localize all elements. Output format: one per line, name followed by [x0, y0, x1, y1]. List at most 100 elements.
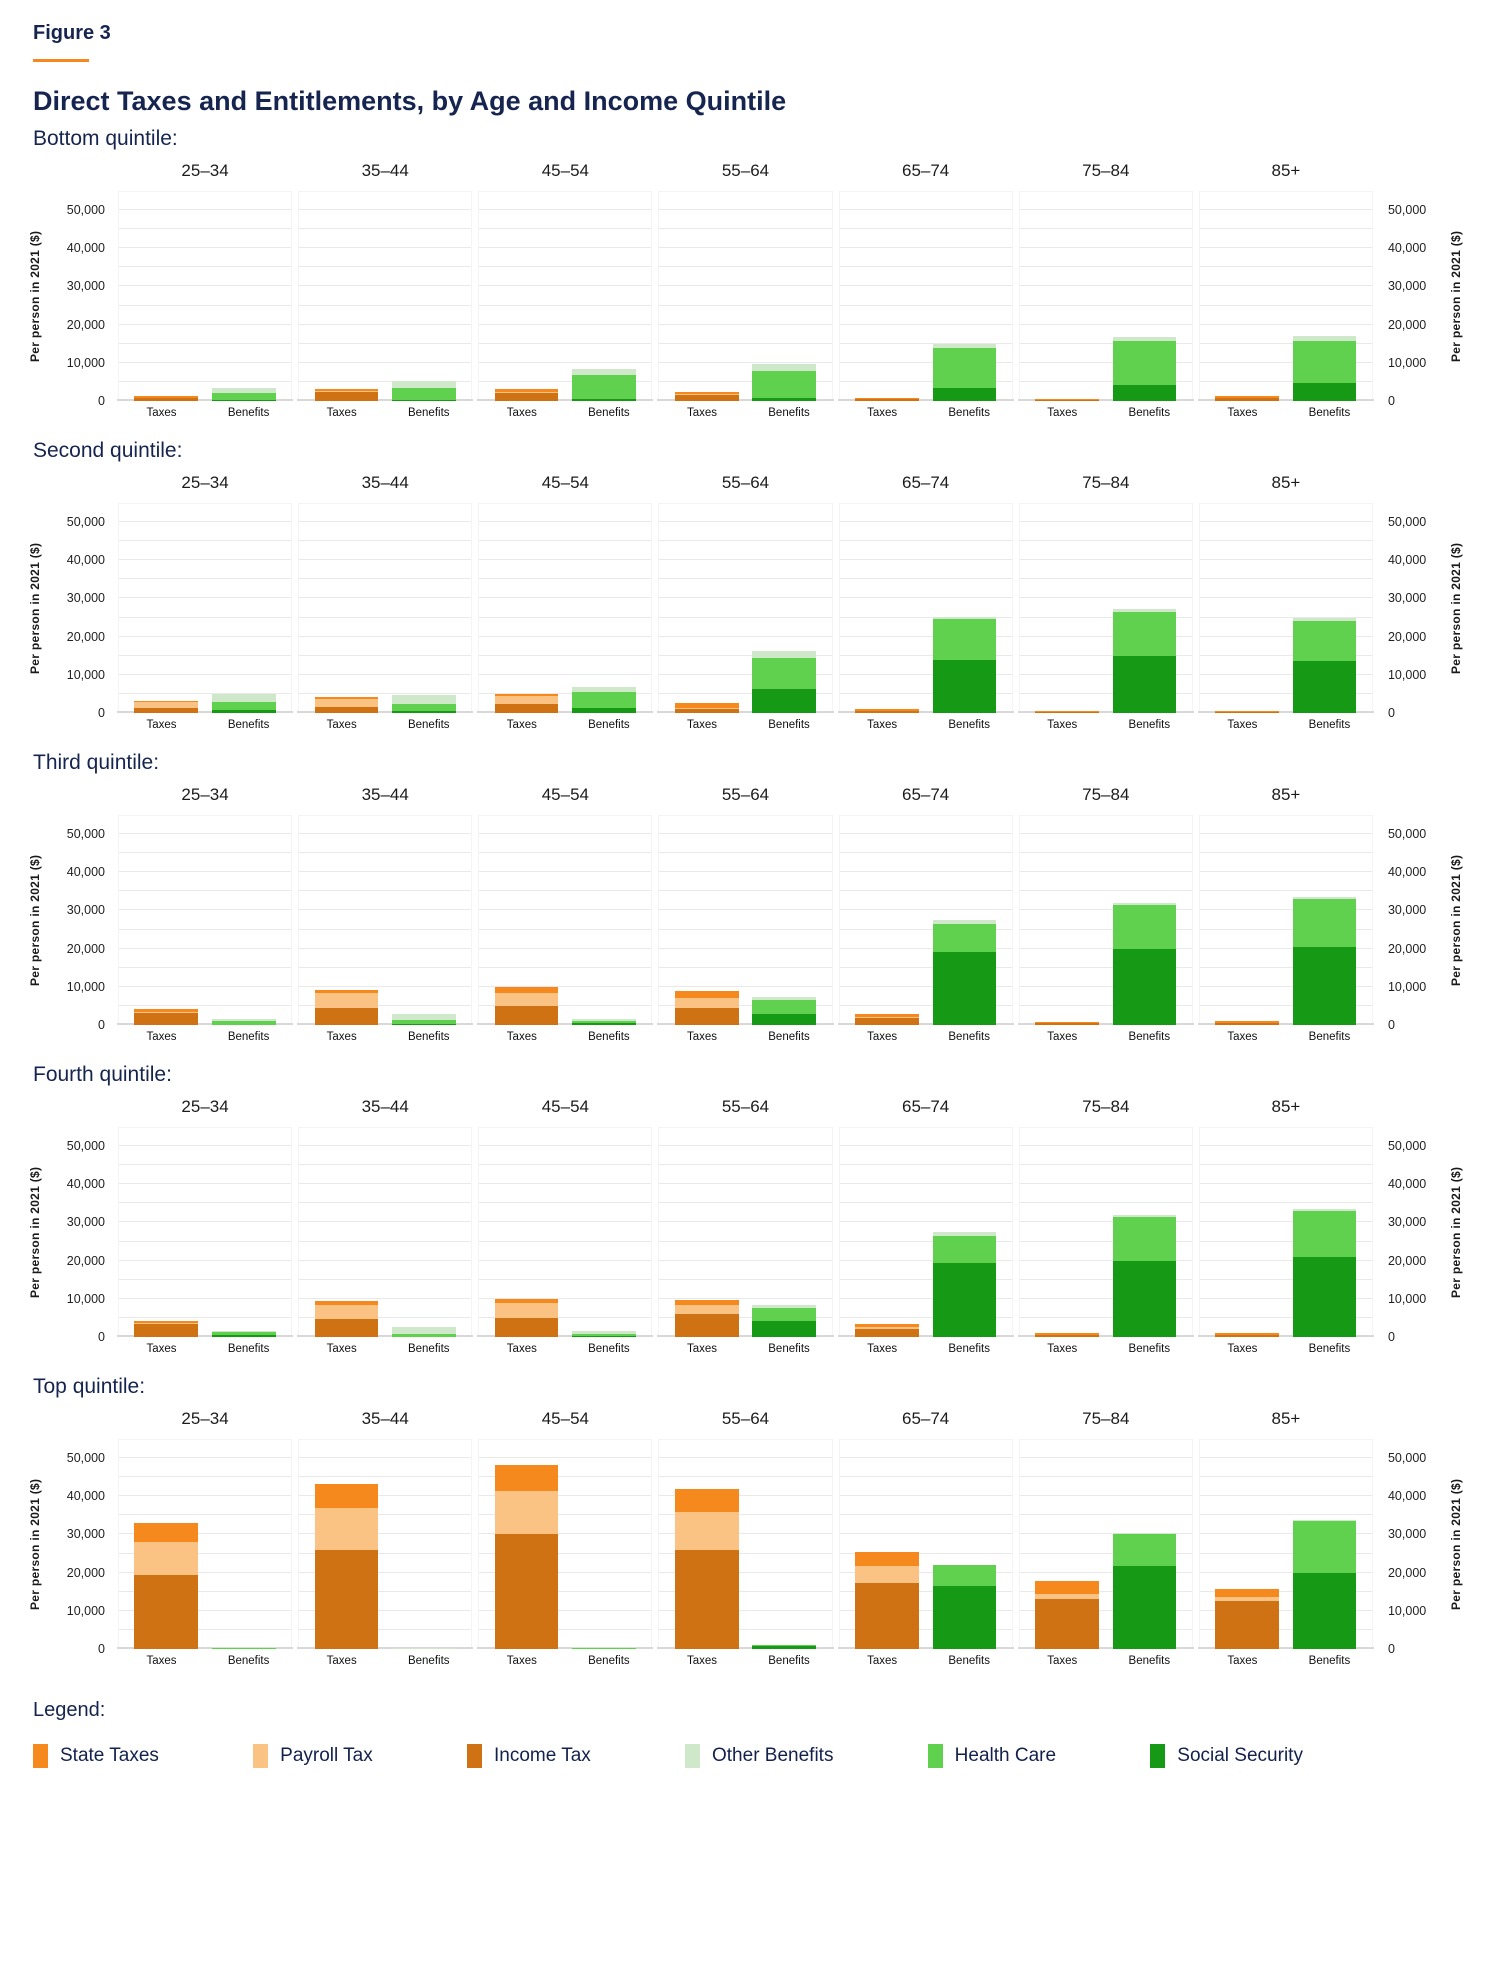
x-tick-label: Taxes — [506, 407, 537, 419]
bar-taxes — [314, 192, 379, 401]
plot-area — [117, 815, 294, 1025]
bar-segment-other-benefits — [211, 1330, 276, 1333]
y-tick-label: 20,000 — [1387, 1565, 1427, 1580]
plot-area — [1197, 1439, 1374, 1649]
bar-segment-income-tax — [855, 1018, 919, 1025]
y-axis-title-left: Per person in 2021 ($) — [28, 1478, 42, 1610]
gridline — [659, 323, 832, 325]
y-tick-label: 50,000 — [1387, 1139, 1427, 1154]
age-panel-35–44: 35–44 Taxes Benefits — [297, 161, 474, 425]
gridline — [1199, 361, 1372, 363]
gridline — [839, 1145, 1012, 1147]
x-axis-line — [1197, 1335, 1374, 1337]
x-tick-label: Benefits — [407, 1343, 450, 1355]
gridline — [299, 559, 472, 561]
bar-benefits — [572, 504, 636, 713]
x-axis-line — [1017, 1023, 1194, 1025]
panel-title: 75–84 — [1082, 161, 1130, 180]
y-axis-title-right: Per person in 2021 ($) — [1448, 854, 1463, 986]
gridline — [119, 1533, 292, 1535]
bar-segment-social-security — [392, 711, 456, 713]
bar-benefits — [752, 192, 817, 401]
gridline — [839, 521, 1012, 523]
gridline — [1199, 654, 1372, 656]
x-labels: Taxes Benefits — [478, 1649, 652, 1673]
bar-segment-payroll-tax — [494, 1490, 559, 1535]
bar-segment-social-security — [932, 1262, 997, 1337]
x-axis-line — [657, 711, 834, 713]
gridline — [299, 928, 472, 930]
gridline — [1019, 578, 1192, 580]
x-axis-line — [837, 1647, 1014, 1649]
x-axis-line — [657, 1647, 834, 1649]
bar-segment-state-taxes — [674, 1300, 739, 1306]
gridline — [839, 1004, 1012, 1006]
x-axis-line — [117, 1335, 294, 1337]
age-panel-85+: 85+ Taxes Benefits — [1197, 1097, 1374, 1361]
panel-title: 65–74 — [901, 161, 950, 180]
x-tick-label: Taxes — [146, 1031, 177, 1043]
bar-segment-social-security — [752, 397, 817, 401]
gridline — [1199, 1495, 1372, 1497]
gridline — [1199, 966, 1372, 968]
gridline — [119, 947, 292, 949]
y-tick-label: 40,000 — [66, 865, 105, 880]
bar-segment-other-benefits — [572, 1018, 636, 1022]
bar-taxes — [494, 1440, 559, 1649]
bar-segment-income-tax — [1215, 1023, 1280, 1025]
x-labels: Taxes Benefits — [298, 1649, 472, 1673]
gridline — [1199, 209, 1372, 211]
gridline — [659, 616, 832, 618]
bar-benefits — [211, 816, 276, 1025]
plot-area — [1197, 191, 1374, 401]
x-labels: Taxes Benefits — [298, 401, 472, 425]
gridline — [479, 1628, 652, 1630]
bar-segment-state-taxes — [494, 1464, 559, 1491]
plot-area — [657, 1439, 834, 1649]
x-axis-line — [477, 1335, 654, 1337]
gridline — [479, 1571, 652, 1573]
gridline — [479, 616, 652, 618]
plot-area — [1017, 503, 1194, 713]
x-labels: Taxes Benefits — [839, 401, 1013, 425]
gridline — [839, 890, 1012, 892]
bar-segment-state-taxes — [674, 991, 739, 999]
age-panel-25–34: 25–34 Taxes Benefits — [117, 473, 294, 737]
y-tick-label: 0 — [1387, 1018, 1395, 1032]
bar-taxes — [1035, 1440, 1099, 1649]
chart-row: 0 10,000 20,000 30,000 40,000 50,000 Per perso… — [28, 785, 1463, 1049]
gridline — [839, 380, 1012, 382]
gridline — [659, 1609, 832, 1611]
gridline — [1019, 947, 1192, 949]
bar-segment-state-taxes — [1215, 1332, 1280, 1335]
gridline — [299, 1202, 472, 1204]
bar-segment-income-tax — [1035, 712, 1099, 713]
x-labels: Taxes Benefits — [839, 713, 1013, 737]
gridline — [1199, 1221, 1372, 1223]
y-tick-label: 50,000 — [1387, 515, 1427, 530]
panel-title: 35–44 — [361, 473, 409, 492]
bar-segment-income-tax — [314, 1549, 379, 1649]
gridline — [659, 1004, 832, 1006]
gridline — [299, 852, 472, 854]
axis-title-gap — [1376, 1097, 1458, 1127]
age-panel-45–54: 45–54 Taxes Benefits — [477, 785, 654, 1049]
legend-swatch-other-benefits — [685, 1744, 700, 1768]
gridline — [1199, 342, 1372, 344]
gridline — [119, 1164, 292, 1166]
bar-segment-other-benefits — [1292, 1209, 1357, 1211]
y-tick-label: 50,000 — [66, 1451, 105, 1466]
gridline — [119, 266, 292, 268]
bar-segment-other-benefits — [752, 1305, 817, 1309]
x-tick-label: Taxes — [1227, 1031, 1258, 1043]
gridline — [1199, 871, 1372, 873]
bar-segment-social-security — [392, 399, 456, 401]
bar-segment-state-taxes — [1215, 1588, 1280, 1598]
gridline — [1199, 1476, 1372, 1478]
y-tick-label: 50,000 — [66, 827, 105, 842]
panel-title: 25–34 — [181, 785, 229, 804]
x-tick-label: Taxes — [326, 1655, 357, 1667]
gridline — [839, 1457, 1012, 1459]
x-tick-label: Taxes — [686, 1343, 717, 1355]
panel-title: 55–64 — [721, 1409, 770, 1428]
